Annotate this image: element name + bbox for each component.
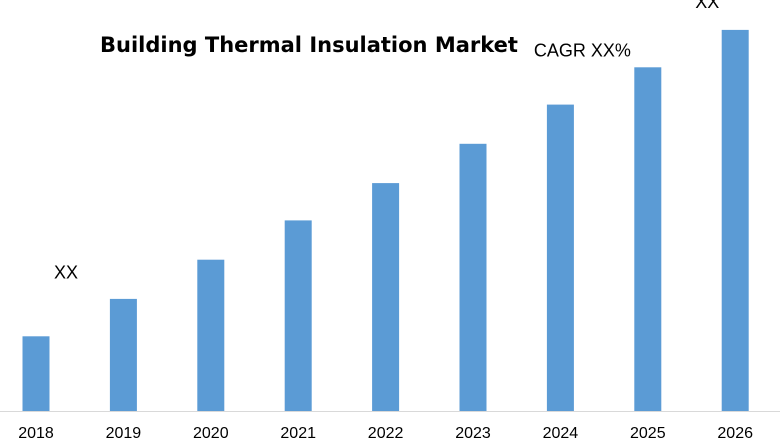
bar-2019 — [109, 298, 137, 411]
bar-2021 — [284, 220, 312, 411]
bar-2023 — [459, 143, 487, 412]
x-tick-labels: 2018 2019 2020 2021 2022 2023 2024 2025 2026 — [18, 425, 753, 440]
annotation-2024: CAGR XX% — [534, 41, 631, 61]
bar-2018 — [22, 336, 50, 411]
tick-label-2018: 2018 — [18, 425, 54, 440]
tick-label-2025: 2025 — [630, 425, 666, 440]
annotation-2018: XX — [54, 262, 78, 282]
annotation-2026: XX — [695, 0, 719, 12]
tick-label-2023: 2023 — [455, 425, 491, 440]
tick-label-2024: 2024 — [543, 425, 579, 440]
chart-title: Building Thermal Insulation Market — [100, 33, 518, 57]
tick-label-2022: 2022 — [368, 425, 404, 440]
bar-2025 — [634, 67, 662, 412]
tick-label-2019: 2019 — [106, 425, 142, 440]
tick-label-2026: 2026 — [717, 425, 753, 440]
bar-2022 — [372, 183, 400, 411]
annotations-layer: XX CAGR XX% XX — [54, 0, 719, 282]
bar-2024 — [546, 104, 574, 411]
bar-2026 — [721, 29, 749, 412]
tick-label-2020: 2020 — [193, 425, 229, 440]
bars-layer — [22, 29, 749, 412]
tick-label-2021: 2021 — [280, 425, 316, 440]
bar-2020 — [197, 259, 225, 411]
